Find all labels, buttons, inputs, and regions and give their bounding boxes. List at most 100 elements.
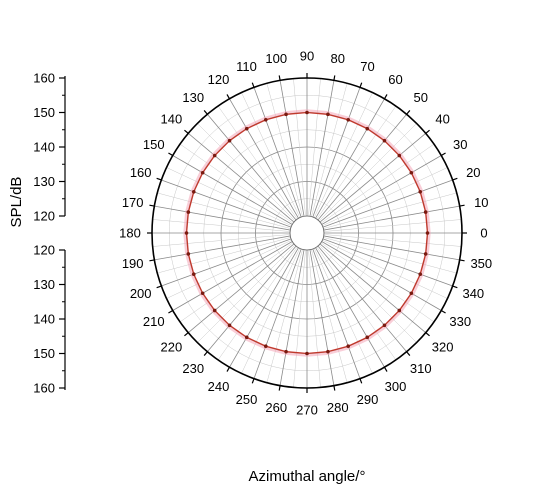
data-point — [184, 231, 189, 235]
angle-tick-label: 320 — [432, 339, 454, 354]
data-point — [263, 117, 268, 122]
angle-tick-mark — [440, 309, 446, 314]
grid-spoke — [179, 143, 294, 224]
angle-tick-label: 150 — [143, 137, 165, 152]
grid-spoke — [311, 83, 348, 217]
grid-spoke — [313, 248, 373, 374]
angle-tick-mark — [359, 378, 363, 384]
radial-tick-label: 150 — [33, 105, 55, 120]
grid-spoke — [323, 237, 457, 274]
angle-tick-mark — [203, 351, 208, 356]
angle-tick-mark — [168, 152, 174, 157]
data-point — [284, 112, 288, 117]
data-point — [346, 344, 351, 349]
grid-spoke — [315, 247, 385, 368]
polar-grid — [147, 73, 467, 393]
angle-tick-label: 120 — [208, 72, 230, 87]
angle-tick-mark — [156, 177, 162, 181]
grid-spoke — [229, 247, 299, 368]
grid-spoke — [308, 249, 321, 388]
data-point — [409, 291, 414, 296]
angle-tick-label: 130 — [182, 90, 204, 105]
grid-spoke — [308, 78, 321, 217]
data-point — [423, 210, 428, 214]
angle-tick-label: 300 — [385, 379, 407, 394]
data-point — [365, 126, 370, 131]
data-point — [212, 308, 217, 313]
grid-spoke — [309, 249, 335, 386]
grid-spoke — [322, 238, 453, 287]
angle-tick-mark — [333, 385, 336, 391]
grid-spoke — [207, 114, 297, 221]
angle-tick-label: 350 — [470, 256, 492, 271]
grid-spoke — [321, 241, 442, 311]
radial-tick-label: 120 — [33, 243, 55, 258]
grid-spoke — [323, 234, 462, 247]
grid-spoke — [197, 244, 296, 343]
grid-spoke — [323, 192, 457, 229]
angle-tick-label: 250 — [236, 392, 258, 407]
angle-tick-label: 200 — [130, 286, 152, 301]
grid-spoke — [152, 219, 291, 232]
grid-spoke — [253, 87, 302, 218]
radial-tick-label: 120 — [33, 209, 55, 224]
grid-spoke — [279, 80, 305, 217]
data-point — [200, 291, 205, 296]
radial-tick-label: 140 — [33, 312, 55, 327]
grid-spoke — [172, 241, 293, 311]
angle-tick-label: 100 — [265, 51, 287, 66]
grid-spoke — [154, 235, 291, 261]
angle-tick-label: 210 — [143, 314, 165, 329]
radial-axis: 160 150 140 130 120 120 130 140 150 160 — [33, 71, 66, 396]
grid-spoke — [309, 80, 335, 217]
data-point — [326, 349, 330, 354]
angle-tick-label: 80 — [331, 51, 345, 66]
angle-tick-mark — [383, 94, 388, 100]
grid-spoke — [157, 192, 291, 229]
grid-spoke — [320, 143, 435, 224]
angle-tick-mark — [406, 351, 411, 356]
grid-spoke — [319, 133, 426, 223]
radial-tick-label: 130 — [33, 277, 55, 292]
angle-tick-mark — [149, 259, 155, 262]
grid-spoke — [241, 248, 301, 374]
grid-spoke — [266, 83, 303, 217]
angle-tick-label: 270 — [296, 403, 318, 418]
angle-tick-mark — [168, 309, 174, 314]
data-point — [227, 323, 232, 328]
data-point — [423, 252, 428, 256]
y-axis-title: SPL/dB — [8, 177, 25, 228]
grid-spoke — [157, 237, 291, 274]
grid-spoke — [293, 78, 306, 217]
grid-spoke — [322, 239, 448, 299]
grid-spoke — [316, 246, 397, 361]
data-point — [200, 170, 205, 175]
angle-tick-label: 60 — [388, 72, 402, 87]
angle-tick-label: 310 — [410, 361, 432, 376]
angle-tick-label: 170 — [122, 195, 144, 210]
grid-spoke — [166, 167, 292, 227]
angle-tick-mark — [383, 366, 388, 372]
angle-tick-mark — [425, 332, 430, 337]
grid-spoke — [323, 205, 460, 231]
data-point — [425, 231, 430, 235]
grid-spoke — [161, 238, 292, 287]
angle-tick-label: 70 — [360, 59, 374, 74]
angle-tick-label: 340 — [462, 286, 484, 301]
data-point — [382, 323, 387, 328]
data-point — [212, 153, 217, 158]
angle-tick-mark — [406, 110, 411, 115]
radial-tick-label: 150 — [33, 346, 55, 361]
data-point — [382, 138, 387, 143]
angle-tick-mark — [226, 366, 231, 372]
angle-tick-label: 10 — [474, 195, 488, 210]
angle-tick-labels: 0 10 20 30 40 50 60 70 80 90 100 110 120 130 140 150 160… — [119, 49, 492, 418]
inner-circle — [289, 215, 325, 251]
angle-tick-mark — [226, 94, 231, 100]
data-point — [326, 112, 330, 117]
grid-spoke — [253, 248, 302, 379]
grid-spoke — [318, 123, 417, 222]
data-point — [418, 189, 423, 194]
radial-tick-label: 130 — [33, 174, 55, 189]
grid-spoke — [229, 98, 299, 219]
